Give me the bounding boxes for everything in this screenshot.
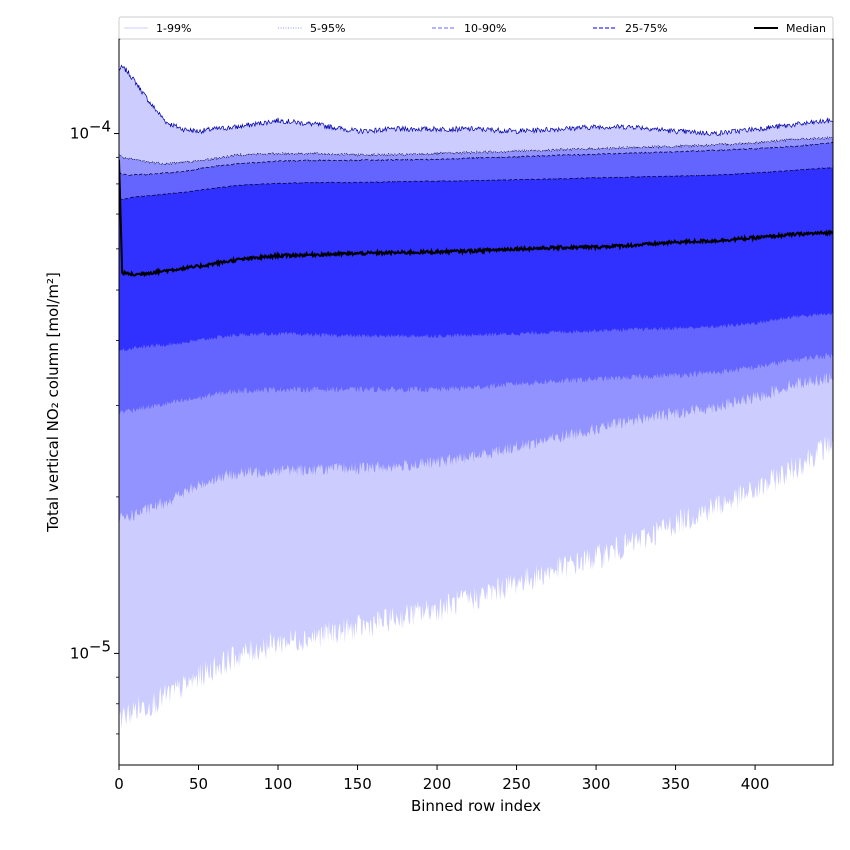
band-25-75- [119, 167, 833, 353]
y-axis-ticks: 10−510−4 [70, 118, 119, 735]
x-tick-label: 100 [264, 775, 293, 793]
median-line [119, 159, 833, 278]
band-upper-edge-5-95- [119, 136, 833, 166]
x-tick-label: 150 [343, 775, 372, 793]
x-tick-label: 300 [582, 775, 611, 793]
legend-label: 25-75% [625, 22, 667, 35]
band-upper-edge-10-90- [119, 141, 833, 176]
x-tick-label: 250 [502, 775, 531, 793]
band-upper-edge-25-75- [119, 167, 833, 200]
legend-label: 10-90% [464, 22, 506, 35]
band-edge-lines [119, 64, 833, 278]
x-tick-label: 400 [741, 775, 770, 793]
y-tick-label: 10 [70, 644, 89, 662]
x-tick-label: 200 [423, 775, 452, 793]
legend-label: 1-99% [156, 22, 191, 35]
y-tick-exponent: −4 [89, 118, 111, 136]
legend-label: Median [786, 22, 826, 35]
y-tick-exponent: −5 [89, 637, 111, 655]
percentile-bands [119, 65, 833, 729]
legend-box [118, 16, 834, 40]
x-tick-label: 50 [189, 775, 208, 793]
plot-area [119, 64, 833, 729]
x-tick-label: 0 [114, 775, 124, 793]
x-tick-label: 350 [661, 775, 690, 793]
x-axis-label: Binned row index [411, 797, 541, 815]
y-tick-label: 10 [70, 125, 89, 143]
x-axis-ticks: 0 50 100 150 200 250 300 350 400 [114, 765, 769, 793]
legend: 1-99% 5-95% 10-90% 25-75% Median [118, 16, 834, 40]
y-axis-label: Total vertical NO₂ column [mol/m²] [44, 272, 62, 533]
legend-label: 5-95% [310, 22, 345, 35]
band-upper-edge-1-99- [119, 64, 833, 137]
